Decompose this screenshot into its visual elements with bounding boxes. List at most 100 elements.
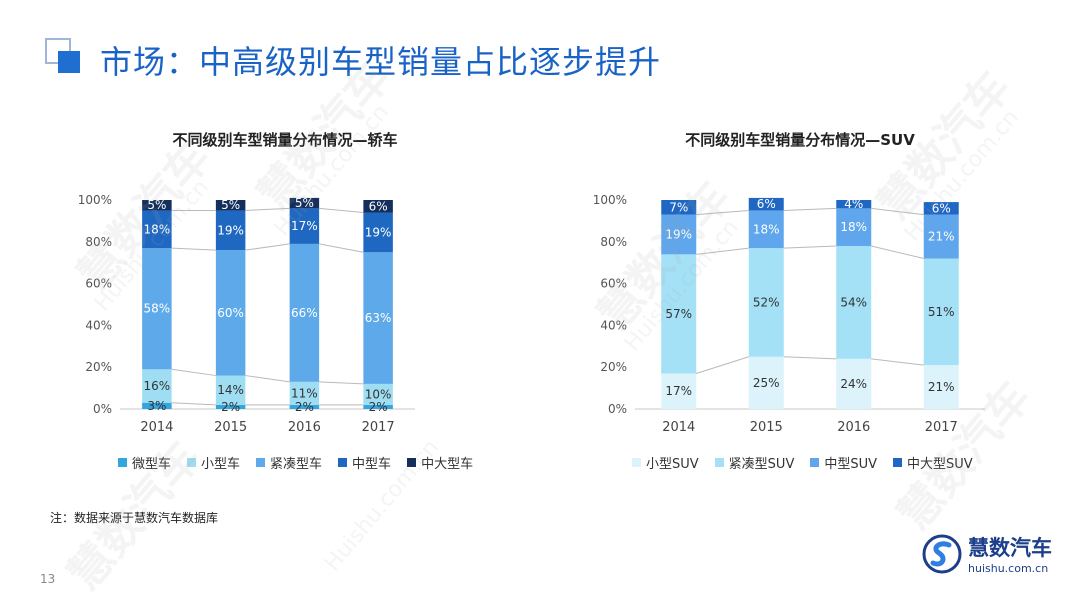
legend-swatch: [118, 457, 127, 467]
y-tick-label: 40%: [600, 318, 627, 332]
legend-item: 中型SUV: [810, 453, 877, 472]
x-tick-label: 2016: [837, 420, 870, 435]
data-label: 11%: [291, 386, 318, 400]
y-tick-label: 100%: [593, 193, 627, 207]
x-tick-label: 2015: [750, 420, 783, 435]
bar-segment-2016-s1: [289, 381, 320, 405]
legend-item: 微型车: [118, 453, 171, 472]
series-connector-line: [871, 245, 924, 260]
y-tick-label: 20%: [85, 360, 112, 374]
y-tick-label: 0%: [93, 402, 112, 416]
data-label: 7%: [669, 200, 688, 214]
data-label: 6%: [932, 201, 951, 215]
series-connector-line: [245, 243, 290, 251]
y-tick-label: 0%: [608, 402, 627, 416]
series-connector-line: [319, 381, 364, 385]
bar-segment-2014-s1: [142, 369, 172, 403]
data-label: 5%: [221, 198, 240, 212]
bar-segment-2017-s3: [363, 212, 393, 253]
title-decoration-fill: [58, 51, 80, 73]
y-tick-label: 100%: [78, 193, 112, 207]
data-label: 19%: [365, 225, 392, 239]
bar-segment-2014-s0: [661, 373, 697, 409]
bar-segment-2016-s0: [836, 358, 872, 409]
legend-swatch: [893, 457, 903, 467]
page-number: 13: [40, 572, 56, 586]
data-label: 17%: [665, 384, 692, 398]
bar-segment-2015-s4: [215, 200, 246, 211]
legend-swatch: [256, 457, 266, 467]
data-label: 21%: [928, 380, 955, 394]
x-tick-label: 2014: [140, 420, 173, 435]
y-tick-label: 80%: [85, 235, 112, 249]
legend-item: 中大型SUV: [893, 453, 973, 472]
legend-swatch: [407, 457, 417, 467]
data-label: 2%: [221, 400, 240, 414]
y-tick-label: 80%: [600, 235, 627, 249]
bar-segment-2015-s3: [215, 210, 246, 251]
bar-segment-2015-s2: [748, 210, 784, 249]
sedan-distribution-chart: 不同级别车型销量分布情况—轿车 0% 20% 40% 60% 80% 100% 3% 16% 58…: [78, 131, 415, 435]
bar-segment-2017-s0: [923, 365, 959, 409]
data-label: 10%: [365, 387, 392, 401]
series-connector-line: [783, 356, 837, 360]
data-label: 14%: [217, 383, 244, 397]
data-label: 54%: [840, 295, 867, 309]
data-label: 63%: [365, 311, 392, 325]
legend-swatch: [632, 457, 641, 467]
data-label: 5%: [147, 198, 166, 212]
bar-segment-2016-s0: [289, 404, 320, 409]
legend-label: 紧凑型SUV: [728, 456, 795, 472]
series-connector-line: [696, 247, 749, 255]
data-label: 4%: [844, 197, 863, 211]
legend-label: 中大型SUV: [907, 456, 973, 472]
data-label: 57%: [665, 307, 692, 321]
data-source-note: 注：数据来源于慧数汽车数据库: [50, 511, 219, 525]
bar-segment-2016-s3: [836, 200, 872, 209]
bar-segment-2015-s1: [748, 248, 784, 357]
bar-segment-2017-s1: [363, 383, 393, 405]
bar-segment-2015-s1: [215, 375, 246, 405]
data-label: 51%: [928, 305, 955, 319]
x-tick-label: 2017: [362, 420, 395, 435]
sedan-chart-legend: 微型车 小型车 紧凑型车 中型车 中大型车: [118, 452, 473, 472]
data-label: 3%: [147, 399, 166, 413]
x-tick-label: 2017: [925, 420, 958, 435]
data-label: 6%: [757, 197, 776, 211]
series-connector-line: [871, 358, 924, 366]
bar-segment-2017-s2: [923, 214, 959, 259]
bar-segment-2016-s2: [836, 208, 872, 246]
legend-item: 紧凑型车: [256, 453, 322, 472]
legend-label: 小型车: [201, 456, 241, 472]
logo-url: huishu.com.cn: [968, 562, 1049, 575]
series-connector-line: [171, 402, 216, 406]
legend-swatch: [714, 457, 724, 467]
data-label: 18%: [753, 222, 780, 236]
bar-segment-2017-s1: [923, 258, 959, 366]
bar-segment-2014-s1: [661, 254, 697, 374]
legend-swatch: [810, 457, 820, 467]
y-tick-label: 60%: [600, 277, 627, 291]
series-connector-line: [696, 356, 749, 374]
bar-segment-2015-s0: [215, 404, 246, 409]
y-tick-label: 60%: [85, 277, 112, 291]
bar-segment-2017-s0: [363, 404, 393, 409]
series-connector-line: [245, 207, 290, 211]
series-connector-line: [171, 368, 216, 377]
series-connector-line: [783, 245, 837, 249]
bar-segment-2016-s4: [289, 197, 320, 209]
legend-label: 中型车: [352, 456, 392, 472]
series-connector-line: [319, 243, 364, 253]
suv-distribution-chart: 不同级别车型销量分布情况—SUV 0% 20% 40% 60% 80% 100% 17% 57%…: [593, 131, 985, 435]
data-label: 19%: [217, 223, 244, 237]
legend-item: 小型车: [187, 453, 240, 472]
data-label: 17%: [291, 219, 318, 233]
bar-segment-2016-s2: [289, 243, 320, 382]
x-tick-label: 2015: [214, 420, 247, 435]
chart-title: 不同级别车型销量分布情况—SUV: [685, 131, 915, 149]
legend-swatch: [338, 457, 348, 467]
data-label: 18%: [144, 222, 171, 236]
bar-segment-2015-s0: [748, 356, 784, 409]
huishu-logo: 慧数汽车 huishu.com.cn: [922, 532, 1062, 582]
legend-label: 小型SUV: [646, 456, 699, 472]
